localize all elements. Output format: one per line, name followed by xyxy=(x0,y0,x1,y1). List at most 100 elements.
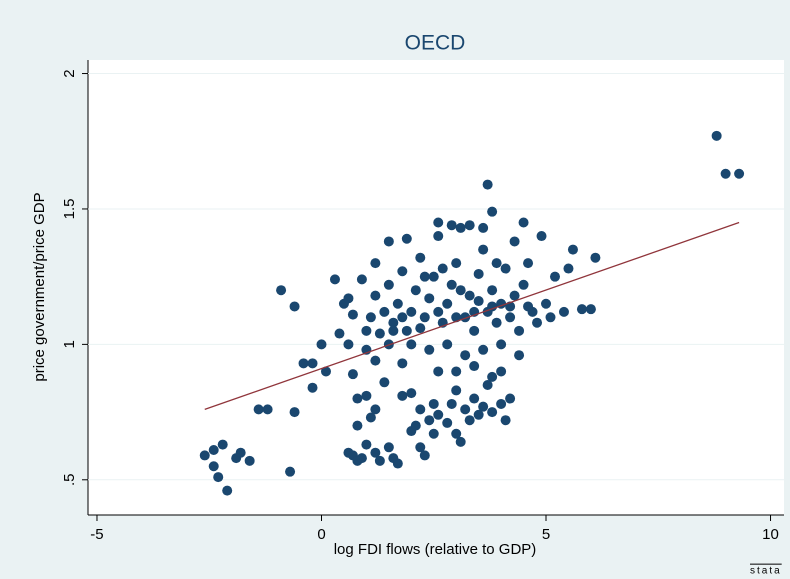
point xyxy=(235,447,246,458)
watermark: stata xyxy=(750,566,782,577)
point xyxy=(397,358,408,369)
point xyxy=(298,358,309,369)
point xyxy=(392,298,403,309)
point xyxy=(428,271,439,282)
point xyxy=(442,298,453,309)
point xyxy=(365,312,376,323)
x-tick-label: 5 xyxy=(542,526,550,543)
point xyxy=(711,130,722,141)
point xyxy=(415,442,426,453)
point xyxy=(347,309,358,320)
point xyxy=(352,393,363,404)
point xyxy=(464,290,475,301)
point xyxy=(217,439,228,450)
point xyxy=(397,390,408,401)
point xyxy=(419,271,430,282)
point xyxy=(482,179,493,190)
point xyxy=(370,258,381,269)
point xyxy=(370,447,381,458)
point xyxy=(262,404,273,415)
point xyxy=(424,344,435,355)
x-tick-label: 0 xyxy=(317,526,325,543)
point xyxy=(307,382,318,393)
point xyxy=(541,298,552,309)
point xyxy=(244,455,255,466)
point xyxy=(347,369,358,380)
point xyxy=(289,301,300,312)
chart-title: OECD xyxy=(405,32,466,55)
point xyxy=(361,439,372,450)
point xyxy=(487,301,498,312)
point xyxy=(509,236,520,247)
x-tick-label: 10 xyxy=(762,526,779,543)
point xyxy=(478,401,489,412)
point xyxy=(451,258,462,269)
point xyxy=(199,450,210,461)
point xyxy=(585,304,596,315)
point xyxy=(518,279,529,290)
point xyxy=(446,398,457,409)
point xyxy=(276,285,287,296)
fit-line xyxy=(204,221,740,410)
point xyxy=(455,285,466,296)
point xyxy=(329,274,340,285)
point xyxy=(451,428,462,439)
point xyxy=(446,220,457,231)
point xyxy=(460,404,471,415)
point xyxy=(451,366,462,377)
point xyxy=(410,420,421,431)
point xyxy=(370,290,381,301)
point xyxy=(473,409,484,420)
point xyxy=(397,266,408,277)
point xyxy=(428,428,439,439)
point xyxy=(410,285,421,296)
y-tick-label: 1.5 xyxy=(61,199,78,220)
point xyxy=(401,233,412,244)
point xyxy=(253,404,264,415)
point xyxy=(285,466,296,477)
point xyxy=(289,407,300,418)
point xyxy=(491,258,502,269)
point xyxy=(415,252,426,263)
y-tick-label: 1 xyxy=(61,340,78,348)
point xyxy=(500,415,511,426)
point xyxy=(460,350,471,361)
point xyxy=(320,366,331,377)
y-tick-label: 2 xyxy=(61,69,78,77)
point xyxy=(576,304,587,315)
point xyxy=(433,366,444,377)
point xyxy=(433,409,444,420)
point xyxy=(208,461,219,472)
point xyxy=(383,279,394,290)
point xyxy=(558,306,569,317)
point xyxy=(446,279,457,290)
point xyxy=(208,445,219,455)
point xyxy=(415,404,426,415)
point xyxy=(433,306,444,317)
y-tick-label: .5 xyxy=(61,474,78,487)
point xyxy=(361,390,372,401)
point xyxy=(469,325,480,336)
point xyxy=(478,344,489,355)
point xyxy=(343,293,354,304)
point xyxy=(455,222,466,233)
point xyxy=(352,420,363,431)
point xyxy=(419,312,430,323)
point xyxy=(433,217,444,228)
point xyxy=(406,306,417,317)
point xyxy=(374,455,385,466)
point xyxy=(397,312,408,323)
point xyxy=(383,442,394,453)
point xyxy=(523,301,534,312)
point xyxy=(518,217,529,228)
point xyxy=(442,417,453,428)
point xyxy=(478,244,489,255)
point xyxy=(487,371,498,382)
point xyxy=(545,312,556,323)
point xyxy=(424,293,435,304)
point xyxy=(428,398,439,409)
point xyxy=(401,325,412,336)
point xyxy=(590,252,601,263)
point xyxy=(473,268,484,279)
point xyxy=(334,328,345,339)
